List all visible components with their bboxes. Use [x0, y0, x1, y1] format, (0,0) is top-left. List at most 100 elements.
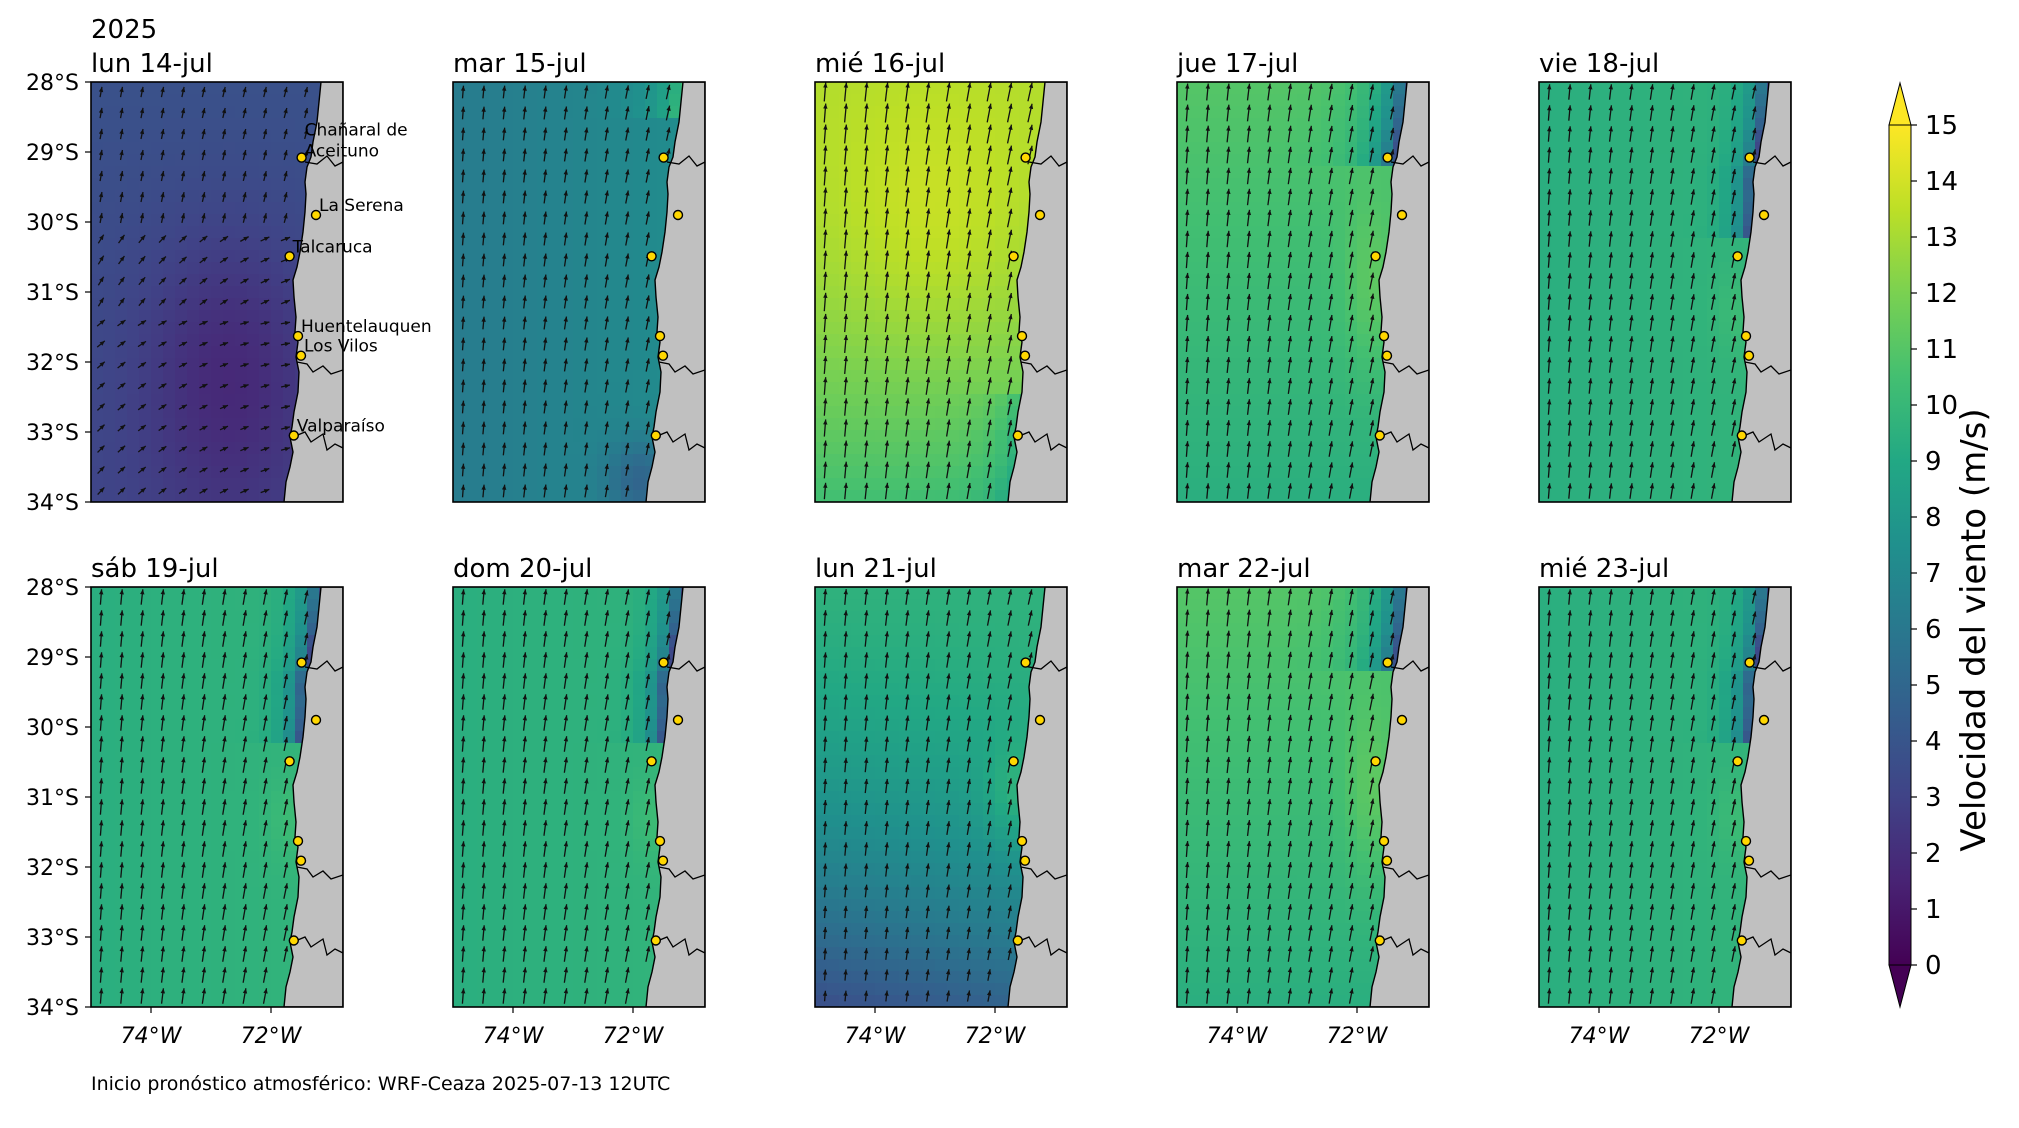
wind-arrowhead — [1328, 735, 1334, 742]
wind-arrowhead — [160, 778, 166, 784]
wind-arrowhead — [925, 842, 930, 848]
wind-arrowhead — [1226, 146, 1231, 152]
wind-arrowhead — [99, 673, 104, 679]
wind-arrowhead — [543, 379, 548, 385]
wind-arrowhead — [283, 925, 289, 931]
wind-arrowhead — [522, 169, 527, 175]
wind-arrowhead — [99, 694, 104, 700]
wind-arrowhead — [1629, 441, 1634, 447]
station-marker — [284, 756, 295, 767]
wind-arrowhead — [502, 589, 507, 595]
wind-arrowhead — [604, 190, 609, 196]
wind-arrowhead — [160, 425, 167, 431]
wind-arrowhead — [181, 277, 187, 283]
wind-arrowhead — [1008, 314, 1013, 320]
wind-arrowhead — [926, 208, 931, 214]
wind-arrowhead — [1328, 83, 1334, 90]
wind-arrowhead — [1731, 673, 1737, 680]
wind-arrowhead — [543, 295, 548, 301]
wind-arrowhead — [1690, 357, 1696, 363]
wind-arrowhead — [563, 799, 569, 805]
wind-arrowhead — [1349, 462, 1354, 468]
wind-arrowhead — [645, 820, 651, 826]
station-marker — [1008, 756, 1019, 767]
wind-arrowhead — [1349, 819, 1354, 826]
wind-arrowhead — [263, 426, 270, 431]
wind-arrowhead — [263, 610, 268, 616]
panel-title: jue 17-jul — [1176, 49, 1298, 79]
wind-arrowhead — [863, 969, 869, 975]
wind-arrowhead — [160, 925, 166, 931]
panel-title: mar 15-jul — [453, 49, 587, 79]
wind-arrowhead — [584, 232, 589, 238]
wind-arrowhead — [987, 969, 992, 975]
wind-arrowhead — [222, 468, 229, 473]
wind-arrowhead — [1185, 651, 1190, 657]
wind-arrowhead — [967, 82, 972, 88]
wind-arrowhead — [1226, 483, 1231, 489]
wind-arrowhead — [222, 862, 227, 868]
wind-arrowhead — [823, 377, 828, 383]
wind-arrowhead — [1547, 841, 1552, 847]
wind-arrowhead — [1185, 967, 1190, 973]
wind-arrowhead — [1547, 294, 1552, 300]
wind-arrowhead — [1267, 146, 1272, 153]
wind-arrowhead — [563, 484, 568, 490]
wind-arrowhead — [1028, 103, 1034, 110]
wind-arrowhead — [925, 990, 930, 996]
wind-arrowhead — [1629, 315, 1634, 321]
wind-arrowhead — [1008, 377, 1013, 383]
wind-arrowhead — [1308, 756, 1313, 763]
station-marker — [1758, 714, 1770, 726]
wind-arrowhead — [1370, 777, 1375, 783]
wind-arrowhead — [843, 905, 848, 912]
wind-arrowhead — [1007, 589, 1013, 595]
wind-arrowhead — [905, 440, 910, 446]
wind-arrowhead — [1649, 357, 1655, 363]
wind-arrowhead — [1008, 356, 1013, 362]
wind-arrowhead — [966, 461, 972, 468]
wind-arrowhead — [884, 778, 889, 785]
wind-arrowhead — [1205, 883, 1210, 889]
wind-arrowhead — [283, 589, 289, 595]
wind-arrowhead — [461, 589, 466, 595]
wind-arrowhead — [140, 820, 145, 826]
wind-arrowhead — [1608, 294, 1614, 300]
wind-arrowhead — [905, 124, 910, 130]
wind-arrowhead — [625, 610, 630, 616]
wind-arrowhead — [823, 440, 828, 446]
wind-arrowhead — [543, 883, 548, 889]
wind-arrowhead — [481, 820, 486, 826]
wind-arrowhead — [202, 236, 208, 241]
wind-arrowhead — [1608, 168, 1614, 174]
wind-arrowhead — [584, 736, 589, 742]
wind-arrowhead — [1629, 757, 1634, 763]
wind-arrowhead — [645, 673, 651, 680]
wind-arrowhead — [522, 883, 528, 889]
wind-arrowhead — [119, 736, 124, 742]
wind-arrowhead — [1649, 862, 1655, 868]
wind-arrowhead — [1308, 988, 1313, 994]
wind-arrowhead — [1246, 946, 1252, 952]
wind-arrowhead — [140, 610, 145, 616]
wind-arrowhead — [604, 316, 609, 322]
wind-arrowhead — [222, 488, 229, 494]
wind-arrowhead — [1711, 631, 1716, 637]
wind-arrowhead — [522, 757, 528, 763]
wind-arrowhead — [946, 631, 951, 637]
wind-arrowhead — [283, 904, 289, 910]
wind-arrowhead — [222, 988, 227, 994]
wind-arrowhead — [645, 652, 651, 659]
wind-arrowhead — [884, 610, 890, 616]
wind-arrowhead — [1629, 210, 1634, 216]
wind-arrowhead — [522, 148, 527, 154]
wind-arrowhead — [966, 884, 971, 890]
wind-arrowhead — [1308, 609, 1313, 616]
wind-arrowhead — [222, 799, 227, 805]
wind-arrowhead — [1205, 314, 1210, 321]
panel-frame — [1176, 586, 1430, 1008]
wind-arrowhead — [1547, 652, 1552, 658]
wind-arrowhead — [1731, 420, 1737, 426]
wind-arrowhead — [1246, 251, 1252, 258]
wind-arrowhead — [864, 334, 869, 341]
